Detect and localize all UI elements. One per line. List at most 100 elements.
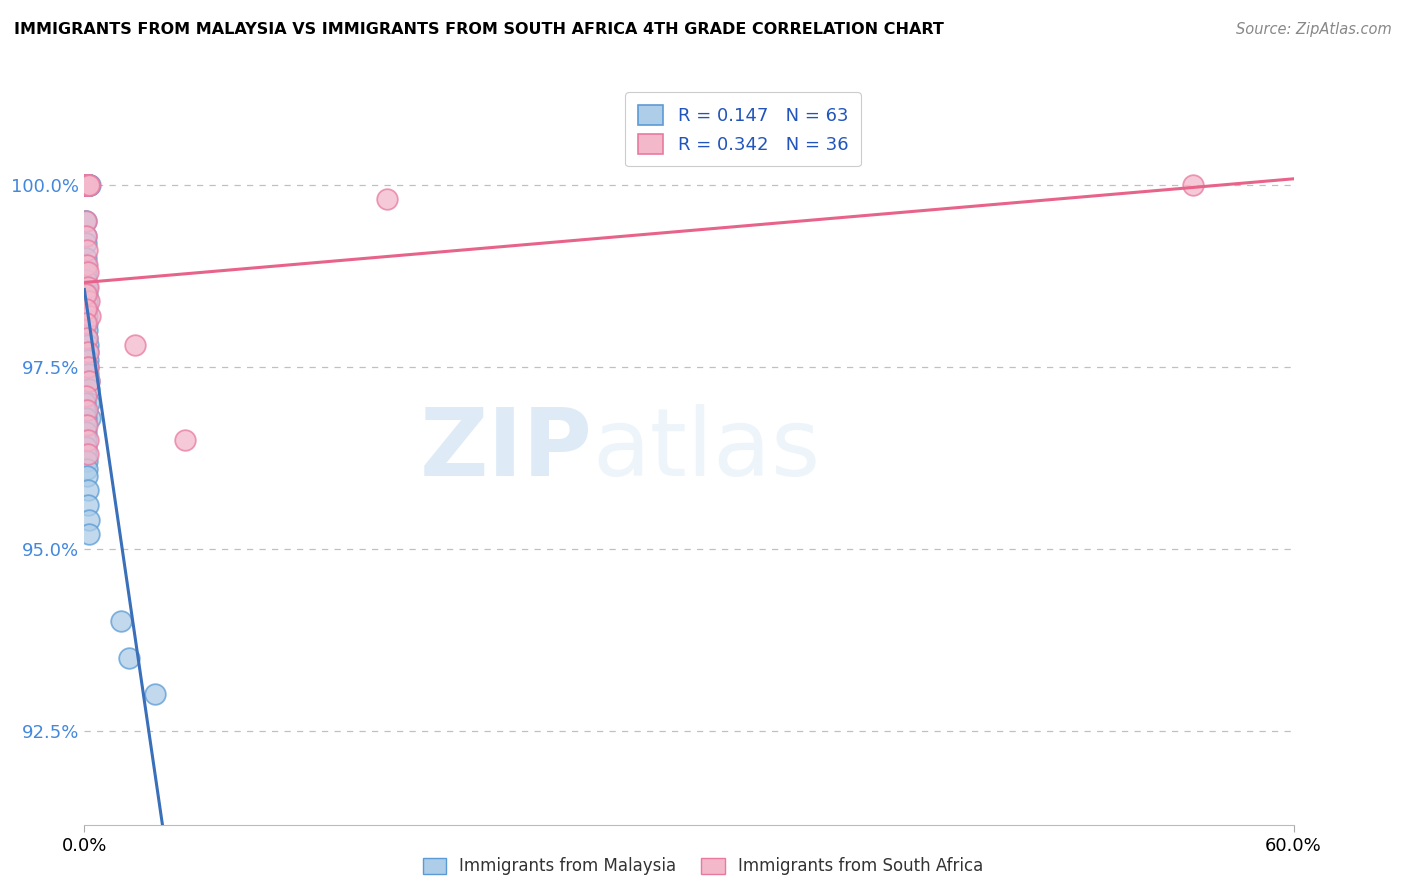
Point (76, 178, 98, 192)
Point (76, 338, 98, 352)
Point (75, 178, 97, 192)
Point (76, 265, 98, 279)
Point (76, 178, 98, 192)
Point (1181, 178, 1204, 192)
Text: ZIP: ZIP (419, 404, 592, 497)
Point (76, 178, 98, 192)
Point (76, 433, 98, 447)
Point (75, 178, 97, 192)
Point (77, 359, 100, 374)
Text: IMMIGRANTS FROM MALAYSIA VS IMMIGRANTS FROM SOUTH AFRICA 4TH GRADE CORRELATION C: IMMIGRANTS FROM MALAYSIA VS IMMIGRANTS F… (14, 22, 943, 37)
Point (77, 382, 100, 396)
Point (76, 454, 98, 468)
Point (79, 178, 101, 192)
Point (75, 214, 97, 228)
Point (77, 178, 100, 192)
Point (77, 178, 100, 192)
Text: atlas: atlas (592, 404, 821, 497)
Point (76, 301, 98, 316)
Point (75, 178, 97, 192)
Point (77, 375, 100, 389)
Point (77, 178, 100, 192)
Point (76, 178, 98, 192)
Point (76, 178, 98, 192)
Point (75, 396, 97, 410)
Point (75, 316, 97, 330)
Point (77, 367, 100, 381)
Point (76, 178, 98, 192)
Point (79, 309, 101, 323)
Point (76, 294, 98, 309)
Point (75, 417, 97, 432)
Point (75, 178, 97, 192)
Point (75, 301, 97, 316)
Point (76, 280, 98, 294)
Point (77, 178, 100, 192)
Point (75, 228, 97, 243)
Point (75, 258, 97, 272)
Point (76, 323, 98, 337)
Point (110, 615, 132, 629)
Point (77, 375, 100, 389)
Point (77, 447, 100, 461)
Point (75, 178, 97, 192)
Point (75, 287, 97, 301)
Point (77, 178, 100, 192)
Point (79, 178, 101, 192)
Point (75, 178, 97, 192)
Point (77, 178, 100, 192)
Point (77, 294, 100, 309)
Point (124, 338, 146, 352)
Point (76, 417, 98, 432)
Point (76, 469, 98, 483)
Point (75, 433, 97, 447)
Legend: Immigrants from Malaysia, Immigrants from South Africa: Immigrants from Malaysia, Immigrants fro… (415, 849, 991, 884)
Point (75, 178, 97, 192)
Point (75, 410, 97, 425)
Point (77, 512, 100, 526)
Point (76, 316, 98, 330)
Point (76, 178, 98, 192)
Point (75, 272, 97, 286)
Point (79, 178, 101, 192)
Point (77, 352, 100, 367)
Point (75, 214, 97, 228)
Point (77, 178, 100, 192)
Point (75, 447, 97, 461)
Point (76, 178, 98, 192)
Point (75, 228, 97, 243)
Point (76, 483, 98, 498)
Point (76, 345, 98, 359)
Point (76, 258, 98, 272)
Point (75, 425, 97, 440)
Point (75, 251, 97, 265)
Point (79, 410, 101, 425)
Point (75, 265, 97, 279)
Point (79, 527, 101, 541)
Point (118, 650, 141, 665)
Point (75, 178, 97, 192)
Point (375, 193, 398, 207)
Point (76, 309, 98, 323)
Point (75, 214, 97, 228)
Point (76, 178, 98, 192)
Legend: R = 0.147   N = 63, R = 0.342   N = 36: R = 0.147 N = 63, R = 0.342 N = 36 (626, 93, 860, 167)
Point (75, 440, 97, 454)
Point (76, 178, 98, 192)
Point (76, 331, 98, 345)
Point (75, 403, 97, 417)
Point (77, 359, 100, 374)
Point (75, 236, 97, 251)
Point (76, 244, 98, 258)
Point (76, 331, 98, 345)
Point (76, 403, 98, 417)
Point (79, 396, 101, 410)
Point (143, 687, 166, 701)
Point (76, 178, 98, 192)
Point (77, 178, 100, 192)
Point (77, 498, 100, 512)
Point (76, 287, 98, 301)
Point (76, 345, 98, 359)
Point (75, 389, 97, 403)
Point (76, 461, 98, 475)
